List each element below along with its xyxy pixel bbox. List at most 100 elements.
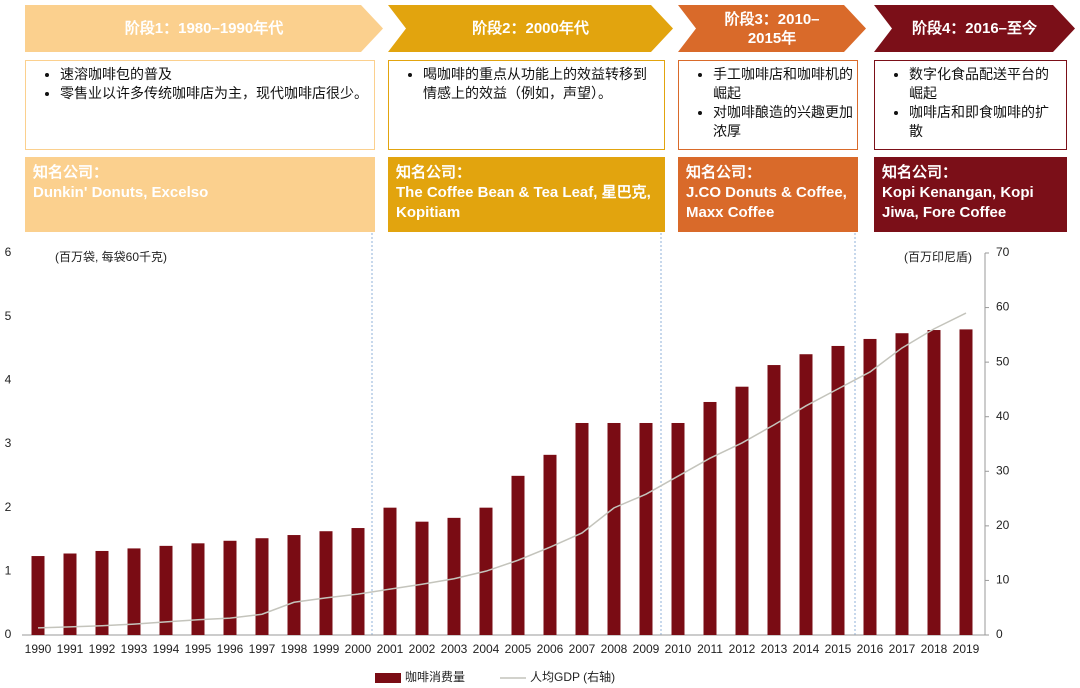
stage-bullets: 速溶咖啡包的普及零售业以许多传统咖啡店为主，现代咖啡店很少。 bbox=[25, 60, 375, 150]
bullet: 速溶咖啡包的普及 bbox=[60, 65, 370, 84]
x-tick-label: 2017 bbox=[889, 642, 916, 656]
x-tick-label: 2013 bbox=[761, 642, 788, 656]
stage-companies: 知名公司： J.CO Donuts & Coffee, Maxx Coffee bbox=[678, 157, 858, 232]
y2-tick-label: 40 bbox=[996, 409, 1010, 423]
bar bbox=[415, 521, 429, 635]
y-tick-label: 6 bbox=[5, 245, 12, 259]
x-tick-label: 1999 bbox=[313, 642, 340, 656]
x-tick-label: 1998 bbox=[281, 642, 308, 656]
x-tick-label: 2005 bbox=[505, 642, 532, 656]
stage-companies: 知名公司： Dunkin' Donuts, Excelso bbox=[25, 157, 375, 232]
bar bbox=[895, 333, 909, 635]
y-axis-label: (百万袋, 每袋60千克) bbox=[55, 249, 167, 264]
companies-label: 知名公司： bbox=[686, 164, 762, 181]
bar bbox=[575, 422, 589, 635]
bullet-list: 数字化食品配送平台的崛起咖啡店和即食咖啡的扩散 bbox=[875, 65, 1062, 141]
bar bbox=[31, 556, 45, 635]
y-tick-label: 3 bbox=[5, 436, 12, 450]
bar bbox=[703, 401, 717, 635]
x-tick-label: 1991 bbox=[57, 642, 84, 656]
y-tick-label: 4 bbox=[5, 373, 12, 387]
legend-swatch bbox=[375, 673, 401, 683]
bar bbox=[831, 345, 845, 635]
bar bbox=[383, 507, 397, 635]
bullet-list: 喝咖啡的重点从功能上的效益转移到情感上的效益（例如，声望）。 bbox=[389, 65, 660, 103]
bar bbox=[127, 548, 141, 635]
companies-label: 知名公司： bbox=[882, 164, 958, 181]
x-tick-label: 2001 bbox=[377, 642, 404, 656]
bar bbox=[767, 365, 781, 635]
x-tick-label: 1995 bbox=[185, 642, 212, 656]
bar bbox=[95, 550, 109, 635]
bar bbox=[287, 535, 301, 635]
bar bbox=[799, 354, 813, 635]
legend-label: 咖啡消费量 bbox=[405, 669, 465, 684]
stage-companies: 知名公司： Kopi Kenangan, Kopi Jiwa, Fore Coff… bbox=[874, 157, 1067, 232]
bar bbox=[511, 475, 525, 635]
y2-tick-label: 50 bbox=[996, 354, 1010, 368]
stage-title: 阶段1：1980–1990年代 bbox=[25, 5, 383, 52]
bar bbox=[351, 528, 365, 635]
y-tick-label: 0 bbox=[5, 627, 12, 641]
bullet: 零售业以许多传统咖啡店为主，现代咖啡店很少。 bbox=[60, 84, 370, 103]
x-tick-label: 1997 bbox=[249, 642, 276, 656]
x-tick-label: 1996 bbox=[217, 642, 244, 656]
bar bbox=[735, 386, 749, 635]
bullet-list: 手工咖啡店和咖啡机的崛起对咖啡酿造的兴趣更加浓厚 bbox=[679, 65, 853, 141]
stage-bullets: 喝咖啡的重点从功能上的效益转移到情感上的效益（例如，声望）。 bbox=[388, 60, 665, 150]
x-tick-label: 2002 bbox=[409, 642, 436, 656]
x-tick-label: 1992 bbox=[89, 642, 116, 656]
line bbox=[37, 312, 967, 629]
x-tick-label: 2000 bbox=[345, 642, 372, 656]
x-tick-label: 2011 bbox=[697, 642, 723, 656]
x-tick-label: 2018 bbox=[921, 642, 948, 656]
x-tick-label: 2009 bbox=[633, 642, 660, 656]
bar bbox=[639, 422, 653, 635]
bullet: 手工咖啡店和咖啡机的崛起 bbox=[713, 65, 853, 103]
x-tick-label: 2010 bbox=[665, 642, 692, 656]
bullet-list: 速溶咖啡包的普及零售业以许多传统咖啡店为主，现代咖啡店很少。 bbox=[26, 65, 370, 103]
bar bbox=[223, 540, 237, 635]
y2-axis-label: (百万印尼盾) bbox=[904, 250, 972, 264]
bar bbox=[927, 330, 941, 635]
x-tick-label: 1994 bbox=[153, 642, 180, 656]
y2-tick-label: 70 bbox=[996, 245, 1010, 259]
bullet: 咖啡店和即食咖啡的扩散 bbox=[909, 103, 1062, 141]
x-tick-label: 2003 bbox=[441, 642, 468, 656]
x-tick-label: 2004 bbox=[473, 642, 500, 656]
y2-tick-label: 20 bbox=[996, 518, 1010, 532]
bullet: 对咖啡酿造的兴趣更加浓厚 bbox=[713, 103, 853, 141]
companies: J.CO Donuts & Coffee, Maxx Coffee bbox=[686, 184, 847, 221]
bar bbox=[159, 545, 173, 635]
stage-bullets: 数字化食品配送平台的崛起咖啡店和即食咖啡的扩散 bbox=[874, 60, 1067, 150]
companies-label: 知名公司： bbox=[33, 164, 109, 181]
x-tick-label: 2014 bbox=[793, 642, 820, 656]
companies-label: 知名公司： bbox=[396, 164, 472, 181]
bar bbox=[255, 538, 269, 635]
x-tick-label: 2012 bbox=[729, 642, 756, 656]
x-tick-label: 2006 bbox=[537, 642, 564, 656]
x-tick-label: 1990 bbox=[25, 642, 52, 656]
bar bbox=[671, 422, 685, 635]
bar bbox=[63, 553, 77, 635]
x-tick-label: 2015 bbox=[825, 642, 852, 656]
stage-bullets: 手工咖啡店和咖啡机的崛起对咖啡酿造的兴趣更加浓厚 bbox=[678, 60, 858, 150]
y-tick-label: 2 bbox=[5, 500, 12, 514]
x-tick-label: 2007 bbox=[569, 642, 596, 656]
companies: Dunkin' Donuts, Excelso bbox=[33, 184, 209, 201]
y-tick-label: 5 bbox=[5, 309, 12, 323]
stage-companies: 知名公司： The Coffee Bean & Tea Leaf, 星巴克, Ko… bbox=[388, 157, 665, 232]
companies: The Coffee Bean & Tea Leaf, 星巴克, Kopitia… bbox=[396, 184, 651, 221]
x-tick-label: 2019 bbox=[953, 642, 980, 656]
y-tick-label: 1 bbox=[5, 564, 12, 578]
bullet: 喝咖啡的重点从功能上的效益转移到情感上的效益（例如，声望）。 bbox=[423, 65, 660, 103]
bar bbox=[319, 531, 333, 635]
stage-title: 阶段3：2010–2015年 bbox=[678, 5, 866, 52]
bar bbox=[959, 329, 973, 635]
legend-label: 人均GDP (右轴) bbox=[530, 669, 615, 684]
y2-tick-label: 30 bbox=[996, 463, 1010, 477]
bar bbox=[191, 543, 205, 635]
x-tick-label: 2008 bbox=[601, 642, 628, 656]
